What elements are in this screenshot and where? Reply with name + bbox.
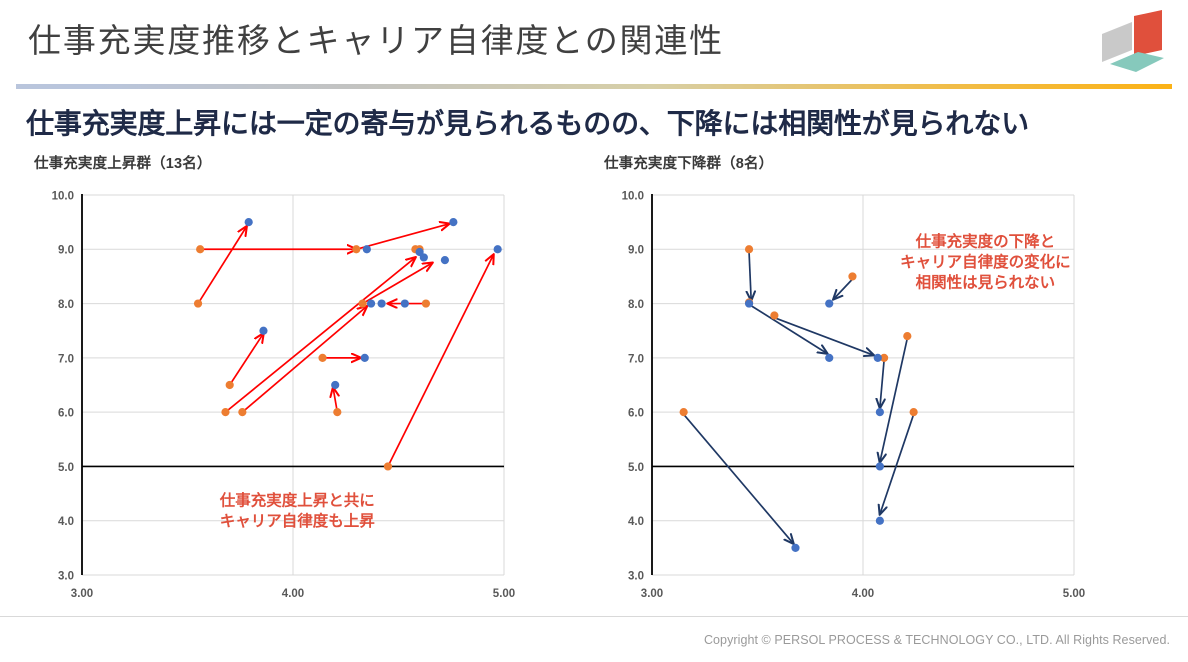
data-point [744,245,754,254]
data-point [196,245,205,254]
chart-right-caption: 仕事充実度下降群（8名） [604,156,774,172]
data-point [875,516,884,525]
footer-divider [0,616,1188,617]
data-point [331,380,340,390]
x-tick-label: 3.00 [641,588,663,600]
y-tick-label: 9.0 [58,245,74,257]
y-tick-label: 7.0 [58,353,74,365]
data-point [679,408,688,417]
y-tick-label: 4.0 [58,516,74,528]
data-point [875,408,884,417]
y-tick-label: 5.0 [58,462,74,474]
data-point [440,256,450,265]
gridlines [652,194,1075,576]
data-point [421,299,431,308]
headline-text: 仕事充実度上昇には一定の寄与が見られるものの、下降には相関性が見られない [26,108,1029,139]
y-tick-label: 3.0 [628,570,644,582]
x-tick-label: 3.00 [71,588,93,600]
svg-text:キャリア自律度の変化に: キャリア自律度の変化に [900,252,1071,271]
y-tick-label: 8.0 [628,299,644,311]
data-point [366,299,376,308]
data-point [244,218,253,227]
scatter-chart-fall-group: 3.0 4.0 5.0 6.0 7.0 8.0 9.0 10.0 3.00 4.00 5.00 仕事充… [600,182,1120,607]
data-point [225,380,234,390]
data-point [352,245,361,254]
data-point [770,311,779,320]
data-point [875,462,884,471]
svg-text:仕事充実度の下降と: 仕事充実度の下降と [915,232,1056,251]
y-tick-label: 10.0 [52,190,74,202]
data-point [358,299,367,308]
data-point [333,408,342,417]
svg-text:仕事充実度上昇と共に: 仕事充実度上昇と共に [219,491,375,510]
transition-arrows [197,224,493,467]
data-point [873,353,882,362]
x-tick-label: 4.00 [852,588,874,600]
data-point [221,408,230,417]
data-point [419,253,428,262]
y-tick-label: 6.0 [628,408,644,420]
data-point [360,353,369,362]
data-point [493,245,502,254]
data-point [383,462,393,471]
scatter-chart-rise-group: 3.0 4.0 5.0 6.0 7.0 8.0 9.0 10.0 3.00 4.00 5.00 仕事充… [30,182,550,607]
data-point [825,353,834,362]
x-tick-label: 4.00 [282,588,304,600]
data-point [193,299,203,308]
y-tick-label: 10.0 [622,190,644,202]
data-point [377,299,386,308]
data-point [400,299,409,308]
svg-text:相関性は見られない: 相関性は見られない [916,273,1056,292]
y-tick-label: 6.0 [58,408,74,420]
data-point [880,353,889,362]
y-tick-label: 4.0 [628,516,644,528]
data-point [318,353,327,362]
data-point [449,218,458,227]
data-point [362,245,371,254]
data-point [903,332,912,341]
persol-cube-logo-icon [1102,10,1164,72]
x-tick-label: 5.00 [493,588,515,600]
y-tick-label: 8.0 [58,299,74,311]
title-divider [16,84,1172,89]
points-before [193,245,431,471]
y-tick-label: 5.0 [628,462,644,474]
chart-left-caption: 仕事充実度上昇群（13名） [34,156,212,172]
points-after [244,218,502,390]
y-tick-label: 7.0 [628,353,644,365]
copyright-text: Copyright © PERSOL PROCESS & TECHNOLOGY … [703,633,1170,647]
data-point [848,272,857,281]
points-after [744,299,884,552]
y-tick-label: 3.0 [58,570,74,582]
data-point [825,299,834,308]
svg-text:キャリア自律度も上昇: キャリア自律度も上昇 [220,511,376,530]
data-point [259,326,268,335]
data-point [744,299,754,308]
page-title: 仕事充実度推移とキャリア自律度との関連性 [28,22,724,59]
data-point [238,408,247,417]
x-tick-label: 5.00 [1063,588,1085,600]
transition-arrows [683,251,915,544]
data-point [909,408,918,417]
data-point [791,543,800,552]
y-tick-label: 9.0 [628,245,644,257]
